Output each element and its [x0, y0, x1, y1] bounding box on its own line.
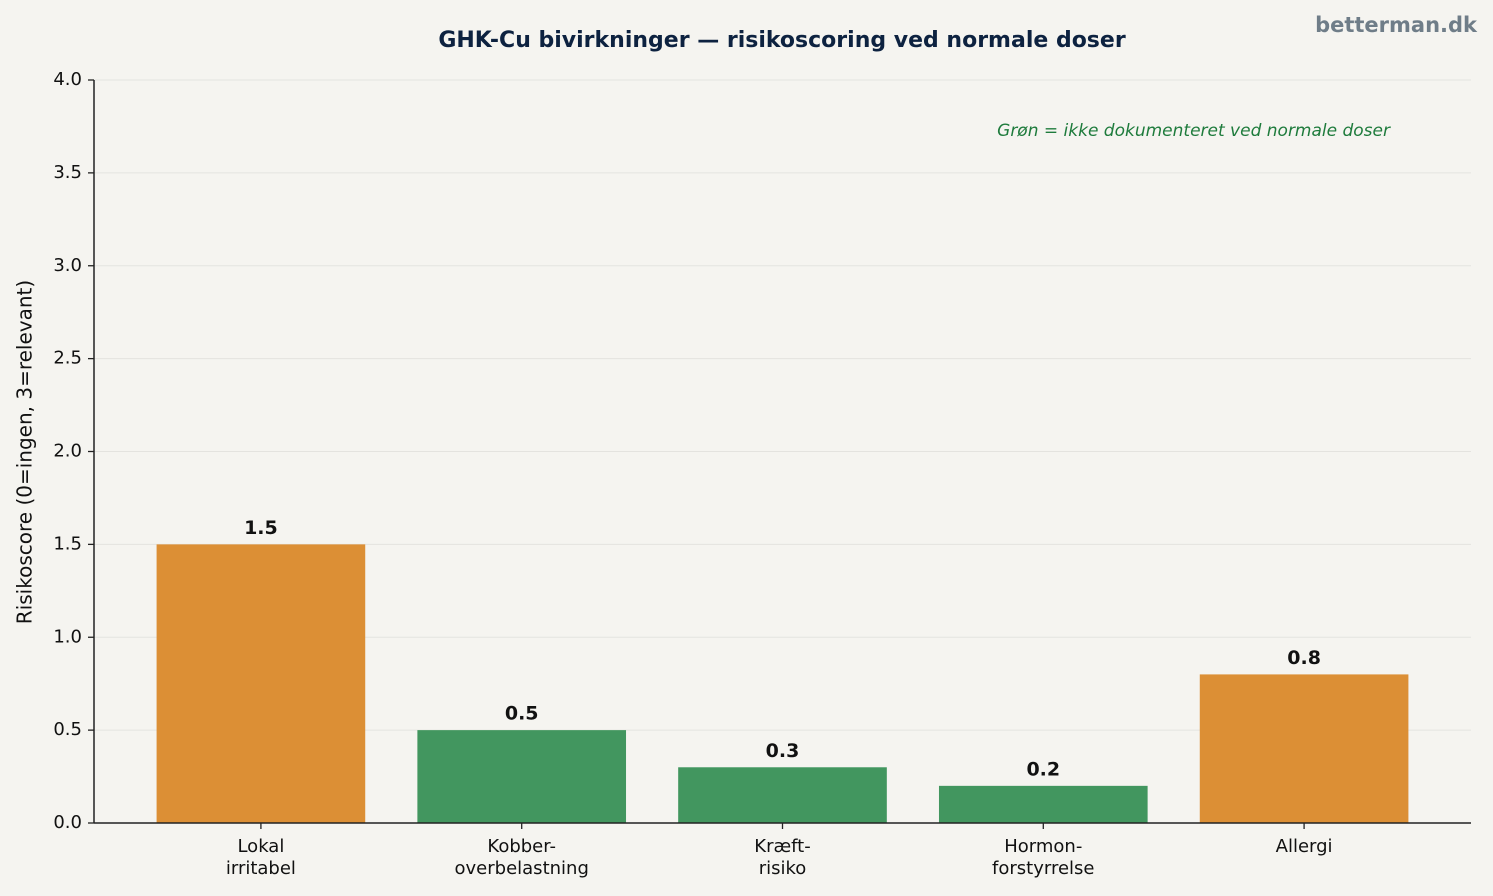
x-tick-label: Allergi	[1275, 836, 1333, 857]
x-tick-label: Lokal irritabel	[225, 836, 296, 879]
annotation: Grøn = ikke dokumenteret ved normale dos…	[997, 121, 1391, 141]
bar	[938, 785, 1148, 823]
y-tick-label: 2.0	[53, 441, 82, 462]
y-tick-label: 1.5	[53, 533, 82, 554]
value-label: 0.2	[1026, 758, 1060, 780]
bar	[678, 767, 887, 823]
y-tick-label: 4.0	[53, 69, 82, 90]
bar	[1199, 674, 1409, 823]
y-tick-label: 1.0	[53, 626, 82, 647]
y-tick-label: 3.5	[53, 162, 82, 183]
y-tick-label: 0.5	[53, 719, 82, 740]
x-tick-label: Kræft- risiko	[754, 836, 811, 879]
y-tick-label: 2.5	[53, 348, 82, 369]
y-tick-label: 0.0	[53, 812, 82, 833]
value-label: 1.5	[244, 517, 278, 539]
watermark: betterman.dk	[1315, 13, 1478, 37]
y-tick-label: 3.0	[53, 255, 82, 276]
x-tick-label: Kobber- overbelastning	[454, 836, 589, 879]
x-tick-label: Hormon- forstyrrelse	[992, 836, 1095, 879]
value-label: 0.3	[766, 740, 800, 762]
chart-title: GHK-Cu bivirkninger — risikoscoring ved …	[438, 28, 1126, 53]
bar	[156, 544, 366, 823]
value-label: 0.5	[505, 703, 539, 725]
value-label: 0.8	[1287, 647, 1321, 669]
bar	[417, 730, 627, 823]
y-axis-label: Risikoscore (0=ingen, 3=relevant)	[13, 280, 37, 624]
